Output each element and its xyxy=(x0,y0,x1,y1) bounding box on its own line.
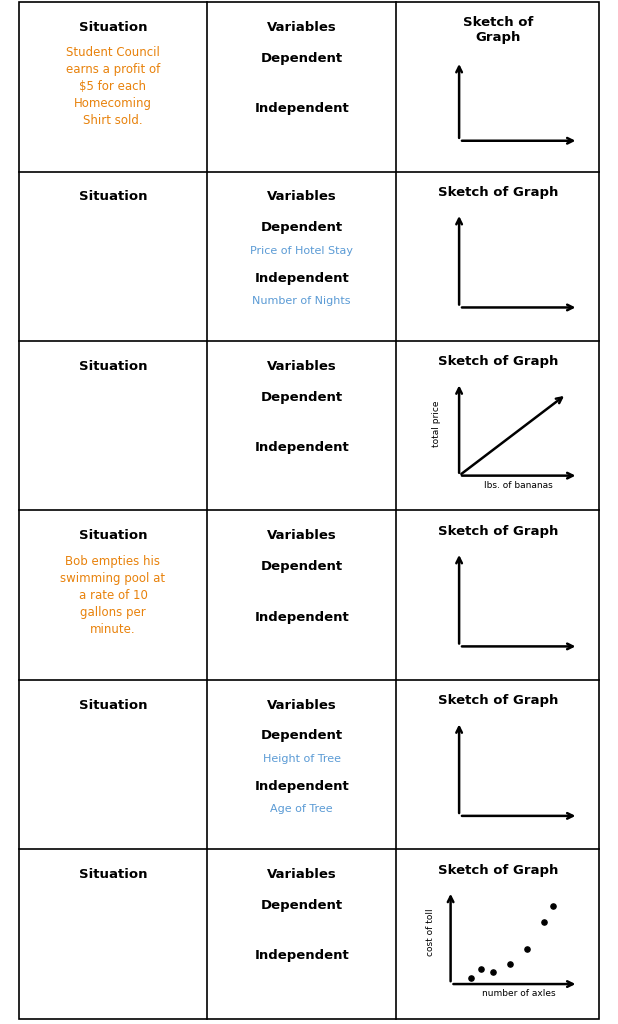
Text: Independent: Independent xyxy=(255,610,349,624)
Text: Variables: Variables xyxy=(267,359,337,373)
Text: Situation: Situation xyxy=(78,698,147,712)
Text: Dependent: Dependent xyxy=(261,729,343,742)
Text: Sketch of Graph: Sketch of Graph xyxy=(438,694,558,708)
Text: Number of Nights: Number of Nights xyxy=(253,296,351,306)
Text: Independent: Independent xyxy=(255,441,349,454)
Text: Variables: Variables xyxy=(267,20,337,34)
Point xyxy=(548,898,557,914)
Text: Dependent: Dependent xyxy=(261,221,343,234)
Text: Sketch of
Graph: Sketch of Graph xyxy=(463,16,533,44)
Text: total price: total price xyxy=(433,400,441,446)
Text: Sketch of Graph: Sketch of Graph xyxy=(438,863,558,877)
Text: Variables: Variables xyxy=(267,529,337,543)
Text: Situation: Situation xyxy=(78,359,147,373)
Text: Student Council
earns a profit of
$5 for each
Homecoming
Shirt sold.: Student Council earns a profit of $5 for… xyxy=(66,46,160,127)
Text: lbs. of bananas: lbs. of bananas xyxy=(485,480,553,489)
Text: Variables: Variables xyxy=(267,190,337,204)
Text: Sketch of Graph: Sketch of Graph xyxy=(438,355,558,369)
Text: Situation: Situation xyxy=(78,868,147,882)
Text: Independent: Independent xyxy=(255,271,349,285)
Text: Sketch of Graph: Sketch of Graph xyxy=(438,185,558,199)
Text: Independent: Independent xyxy=(255,102,349,115)
Text: Height of Tree: Height of Tree xyxy=(263,754,341,764)
Point xyxy=(506,956,515,973)
Text: Price of Hotel Stay: Price of Hotel Stay xyxy=(250,246,353,256)
Point xyxy=(476,961,486,977)
Point xyxy=(540,914,549,931)
Text: cost of toll: cost of toll xyxy=(426,908,434,955)
Text: Variables: Variables xyxy=(267,698,337,712)
Text: Variables: Variables xyxy=(267,868,337,882)
Text: Dependent: Dependent xyxy=(261,560,343,573)
Text: Situation: Situation xyxy=(78,20,147,34)
Text: Dependent: Dependent xyxy=(261,899,343,912)
Text: Age of Tree: Age of Tree xyxy=(271,805,333,814)
Text: Independent: Independent xyxy=(255,949,349,963)
Point xyxy=(466,970,476,986)
Text: Situation: Situation xyxy=(78,190,147,204)
Text: Dependent: Dependent xyxy=(261,51,343,65)
Text: Situation: Situation xyxy=(78,529,147,543)
Text: Bob empties his
swimming pool at
a rate of 10
gallons per
minute.: Bob empties his swimming pool at a rate … xyxy=(61,555,166,636)
Text: Independent: Independent xyxy=(255,780,349,793)
Text: number of axles: number of axles xyxy=(482,989,556,998)
Point xyxy=(522,941,532,957)
Point xyxy=(488,965,498,981)
Text: Sketch of Graph: Sketch of Graph xyxy=(438,524,558,538)
Text: Dependent: Dependent xyxy=(261,390,343,403)
